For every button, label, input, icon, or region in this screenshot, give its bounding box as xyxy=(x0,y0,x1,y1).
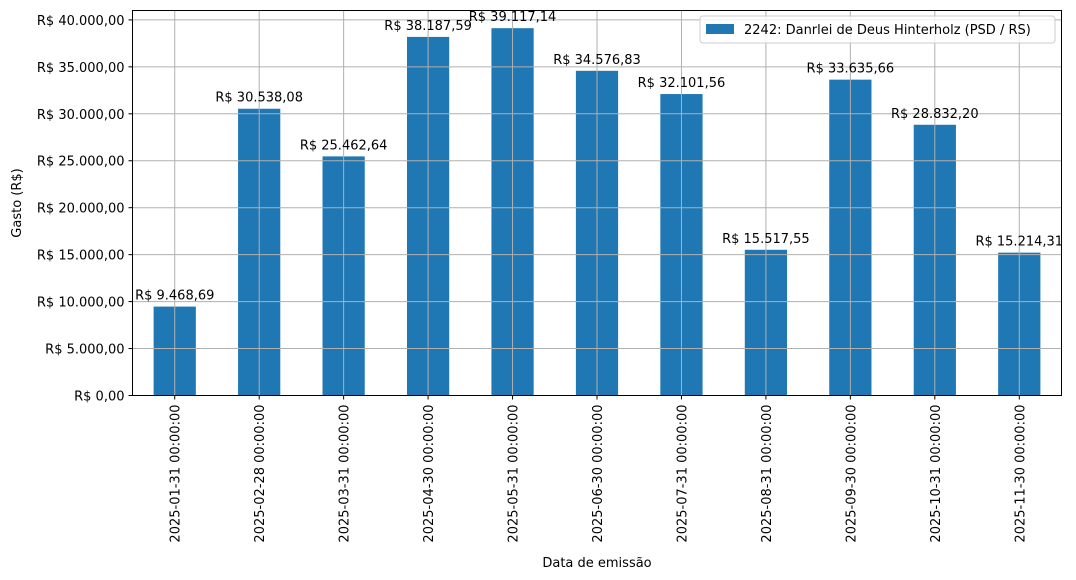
y-tick-label: R$ 5.000,00 xyxy=(45,343,124,358)
legend-label: 2242: Danrlei de Deus Hinterholz (PSD / … xyxy=(744,23,1031,38)
y-tick-label: R$ 20.000,00 xyxy=(37,202,125,217)
x-axis-title: Data de emissão xyxy=(542,556,651,571)
bar-value-label: R$ 34.576,83 xyxy=(553,53,641,68)
x-tick-label: 2025-05-31 00:00:00 xyxy=(507,405,522,543)
bar-value-label: R$ 28.832,20 xyxy=(891,107,979,122)
y-tick-label: R$ 35.000,00 xyxy=(37,61,125,76)
x-tick-label: 2025-10-31 00:00:00 xyxy=(929,405,944,543)
bar-value-label: R$ 33.635,66 xyxy=(807,62,895,77)
y-tick-label: R$ 30.000,00 xyxy=(37,108,125,123)
bar-value-label: R$ 9.468,69 xyxy=(135,289,214,304)
x-tick-label: 2025-02-28 00:00:00 xyxy=(253,405,268,543)
bar-value-label: R$ 30.538,08 xyxy=(215,91,303,106)
y-tick-label: R$ 40.000,00 xyxy=(37,14,125,29)
y-tick-label: R$ 15.000,00 xyxy=(37,249,125,264)
x-tick-label: 2025-11-30 00:00:00 xyxy=(1013,405,1028,543)
bar-value-label: R$ 15.517,55 xyxy=(722,232,810,247)
x-tick-label: 2025-07-31 00:00:00 xyxy=(675,405,690,543)
bar-value-label: R$ 15.214,31 xyxy=(975,235,1063,250)
x-tick-label: 2025-03-31 00:00:00 xyxy=(338,405,353,543)
x-tick-label: 2025-09-30 00:00:00 xyxy=(844,405,859,543)
x-tick-label: 2025-06-30 00:00:00 xyxy=(591,405,606,543)
y-tick-label: R$ 0,00 xyxy=(74,390,124,405)
y-tick-label: R$ 10.000,00 xyxy=(37,296,125,311)
legend xyxy=(699,15,1056,44)
bar-value-label: R$ 32.101,56 xyxy=(638,76,726,91)
y-axis-title: Gasto (R$) xyxy=(10,168,25,237)
y-tick-label: R$ 25.000,00 xyxy=(37,155,125,170)
bar-value-label: R$ 38.187,59 xyxy=(384,19,472,34)
x-tick-label: 2025-04-30 00:00:00 xyxy=(422,405,437,543)
legend-swatch xyxy=(706,24,734,34)
x-tick-label: 2025-01-31 00:00:00 xyxy=(169,405,184,543)
x-tick-label: 2025-08-31 00:00:00 xyxy=(760,405,775,543)
plot-area: R$ 0,00 R$ 5.000,00 R$ 10.000,00 R$ 15.000,… xyxy=(10,10,1063,571)
bar-value-label: R$ 25.462,64 xyxy=(300,138,388,153)
bar-value-label: R$ 39.117,14 xyxy=(469,10,557,25)
